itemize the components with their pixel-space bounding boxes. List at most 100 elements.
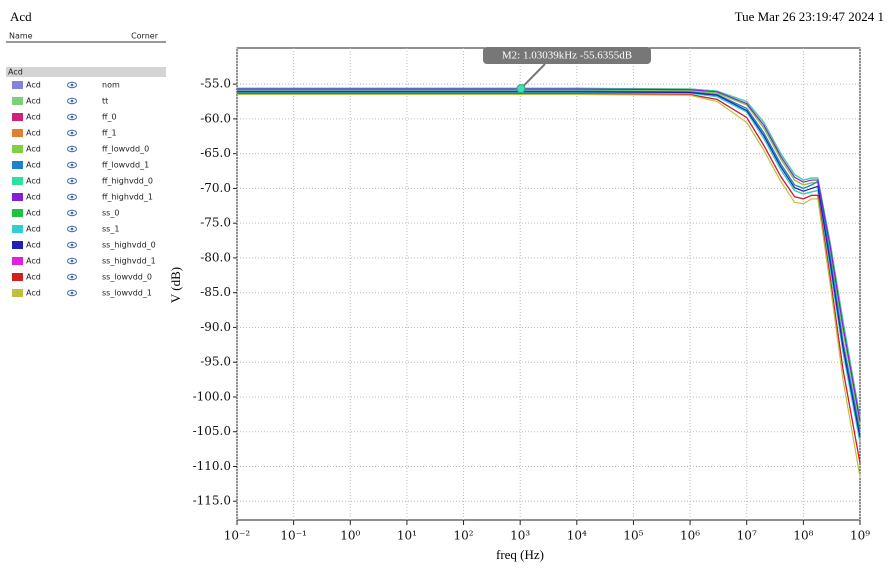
legend-swatch (12, 129, 23, 137)
visibility-icon (70, 163, 74, 167)
legend-group-label: Acd (8, 68, 23, 77)
visibility-icon (70, 211, 74, 215)
visibility-icon (70, 179, 74, 183)
y-tick-label: -80.0 (200, 250, 231, 264)
legend-signal: Acd (26, 129, 41, 138)
legend-swatch (12, 273, 23, 281)
legend-label: ss_1 (102, 225, 119, 234)
legend-label: ss_lowvdd_1 (102, 289, 152, 298)
visibility-icon (67, 97, 77, 105)
legend-item: Acd ff_0 (12, 113, 117, 122)
visibility-icon (67, 209, 77, 217)
legend-swatch (12, 289, 23, 297)
legend-item: Acd ss_highvdd_0 (12, 241, 156, 250)
legend-swatch (12, 113, 23, 121)
legend-item: Acd ss_0 (12, 209, 119, 218)
y-tick-label: -70.0 (200, 181, 231, 195)
x-tick-label: 10⁹ (850, 529, 870, 543)
legend-item: Acd ff_highvdd_1 (12, 193, 153, 202)
legend-label: ss_highvdd_1 (102, 257, 156, 266)
legend-swatch (12, 97, 23, 105)
visibility-icon (67, 289, 77, 297)
series-line (237, 93, 861, 464)
window-title: Acd (10, 9, 32, 24)
legend-item: Acd ss_lowvdd_1 (12, 289, 152, 298)
visibility-icon (67, 273, 77, 281)
y-tick-label: -60.0 (200, 111, 231, 125)
legend-label: ss_lowvdd_0 (102, 273, 152, 282)
x-tick-label: 10⁸ (793, 529, 813, 543)
legend-swatch (12, 225, 23, 233)
legend-swatch (12, 257, 23, 265)
x-axis-label: freq (Hz) (496, 547, 544, 562)
y-tick-label: -105.0 (193, 424, 231, 438)
legend-swatch (12, 161, 23, 169)
legend-label: tt (102, 97, 108, 106)
visibility-icon (70, 243, 74, 247)
legend-item: Acd ss_highvdd_1 (12, 257, 156, 266)
legend-label: ss_highvdd_0 (102, 241, 156, 250)
marker-label: M2: 1.03039kHz -55.6355dB (502, 50, 632, 62)
x-tick-label: 10⁻² (224, 529, 251, 543)
legend-swatch (12, 209, 23, 217)
y-axis-label: V (dB) (168, 267, 183, 303)
visibility-icon (70, 259, 74, 263)
visibility-icon (67, 241, 77, 249)
legend-swatch (12, 145, 23, 153)
legend-signal: Acd (26, 97, 41, 106)
visibility-icon (70, 99, 74, 103)
visibility-icon (67, 113, 77, 121)
legend-signal: Acd (26, 225, 41, 234)
y-tick-label: -95.0 (200, 355, 231, 369)
legend-signal: Acd (26, 81, 41, 90)
legend-label: ff_lowvdd_1 (102, 161, 149, 170)
legend-signal: Acd (26, 241, 41, 250)
legend-header: Corner (131, 32, 159, 41)
x-tick-label: 10⁻¹ (280, 529, 306, 543)
legend-signal: Acd (26, 145, 41, 154)
visibility-icon (67, 177, 77, 185)
x-tick-label: 10⁴ (567, 529, 587, 543)
legend-swatch (12, 81, 23, 89)
legend-label: ss_0 (102, 209, 119, 218)
visibility-icon (67, 81, 77, 89)
legend-item: Acd nom (12, 81, 120, 90)
legend-signal: Acd (26, 113, 41, 122)
legend-label: ff_highvdd_0 (102, 177, 153, 186)
visibility-icon (70, 275, 74, 279)
marker-point (516, 84, 526, 94)
legend-swatch (12, 193, 23, 201)
x-tick-label: 10² (453, 529, 473, 543)
visibility-icon (70, 291, 74, 295)
legend-item: Acd ff_highvdd_0 (12, 177, 153, 186)
y-tick-label: -75.0 (200, 216, 231, 230)
marker-leader (520, 63, 546, 90)
legend-item: Acd ff_1 (12, 129, 117, 138)
visibility-icon (70, 131, 74, 135)
legend-signal: Acd (26, 177, 41, 186)
x-tick-label: 10⁵ (623, 529, 643, 543)
legend-signal: Acd (26, 193, 41, 202)
legend-item: Acd ff_lowvdd_0 (12, 145, 149, 154)
visibility-icon (67, 257, 77, 265)
legend-group (6, 67, 166, 77)
legend-signal: Acd (26, 289, 41, 298)
visibility-icon (67, 129, 77, 137)
visibility-icon (70, 115, 74, 119)
legend-swatch (12, 241, 23, 249)
y-tick-label: -110.0 (193, 459, 231, 473)
legend-label: ff_1 (102, 129, 117, 138)
x-tick-label: 10⁷ (737, 529, 757, 543)
legend-swatch (12, 177, 23, 185)
timestamp: Tue Mar 26 23:19:47 2024 1 (735, 9, 884, 24)
visibility-icon (70, 195, 74, 199)
y-tick-label: -100.0 (193, 389, 231, 403)
marker-label-box (483, 47, 651, 64)
visibility-icon (67, 161, 77, 169)
legend-item: Acd ff_lowvdd_1 (12, 161, 149, 170)
y-tick-label: -115.0 (193, 494, 231, 508)
legend-label: nom (102, 81, 120, 90)
x-tick-label: 10¹ (397, 529, 417, 543)
